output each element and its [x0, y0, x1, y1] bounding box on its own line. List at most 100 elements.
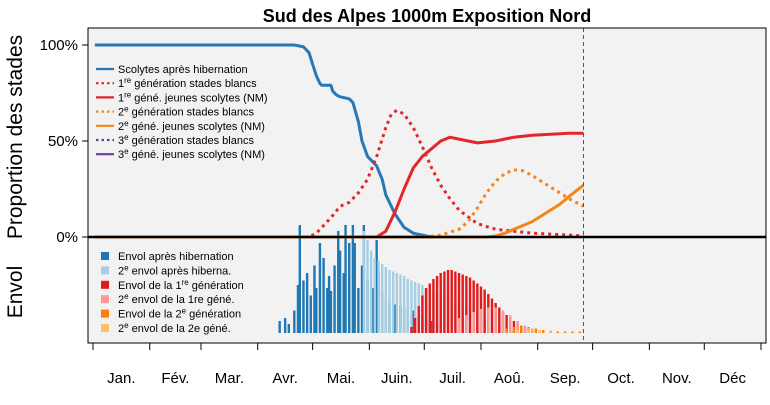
series-line: [94, 43, 432, 239]
flight-bar: [457, 273, 461, 333]
flight-bar: [421, 295, 424, 333]
legend-label: 2e génération stades blancs: [118, 104, 254, 119]
flight-bar: [472, 280, 475, 333]
legend-label: 2e envol après hiberna.: [118, 263, 231, 278]
flight-bar: [326, 288, 329, 333]
flight-bar: [377, 261, 380, 333]
x-tick-label: Jan.: [107, 370, 135, 387]
flight-bar: [461, 274, 464, 333]
x-tick-label: Oct.: [607, 370, 635, 387]
x-tick-label: Juin.: [381, 370, 413, 387]
flight-bar: [322, 258, 325, 333]
y-tick-label: 0%: [56, 229, 78, 246]
legend-swatch: [101, 309, 109, 318]
series-line: [94, 168, 585, 239]
flight-bar: [432, 279, 435, 333]
flight-bar: [278, 321, 281, 333]
legend-swatch: [101, 252, 109, 260]
flight-bar: [366, 240, 369, 333]
flight-bar: [516, 321, 519, 333]
flight-bar: [391, 271, 395, 333]
flight-bar: [549, 331, 552, 333]
flight-bar: [457, 318, 461, 333]
flight-bar: [357, 288, 360, 333]
flight-bar: [450, 270, 453, 333]
flight-bar: [406, 279, 409, 333]
flight-bar: [512, 327, 516, 333]
flight-bar: [351, 225, 355, 333]
flight-bar: [531, 328, 534, 333]
flight-bar: [556, 331, 560, 333]
flight-bar: [446, 270, 450, 333]
plot-frame: [87, 27, 767, 344]
flight-bar: [395, 273, 399, 333]
flight-bar: [505, 315, 508, 333]
flight-bar: [402, 276, 406, 333]
flight-bar: [333, 265, 336, 333]
legend-swatch: [101, 280, 109, 289]
y-ticks: 100% 50% 0%: [40, 37, 88, 246]
flight-bar: [465, 276, 468, 333]
flight-bar: [302, 280, 305, 333]
x-tick-label: Sep.: [550, 370, 581, 387]
legend-label: Scolytes après hibernation: [118, 64, 248, 76]
flight-bar: [454, 271, 457, 333]
flight-bar: [509, 315, 512, 333]
flight-bar: [348, 243, 351, 333]
legend-label: Envol de la 2e génération: [118, 306, 241, 321]
flight-bar: [520, 325, 523, 333]
flight-bar: [410, 327, 413, 333]
flight-bar: [412, 310, 415, 333]
x-tick-label: Déc: [719, 370, 746, 387]
flight-bar: [494, 307, 497, 333]
y-axis-label-bottom: Envol: [4, 266, 27, 319]
flight-bar: [534, 328, 538, 333]
flight-bar: [399, 274, 402, 333]
flight-bar: [337, 231, 340, 333]
flight-bar: [309, 295, 312, 333]
flight-bar: [490, 298, 494, 333]
legend-swatch: [101, 266, 109, 275]
flight-bar: [360, 265, 364, 333]
x-tick-label: Aoû.: [494, 370, 525, 387]
x-tick-label: Mar.: [215, 370, 244, 387]
flight-bar: [375, 240, 378, 333]
legend-label: 2e envol de la 1re géné.: [118, 292, 234, 307]
flight-bar: [578, 331, 582, 333]
flight-bar: [313, 265, 316, 333]
flight-bar: [563, 331, 567, 333]
flight-bar: [468, 277, 472, 333]
legend-label: Envol de la 1re génération: [118, 277, 244, 292]
flight-bar: [479, 309, 483, 333]
flight-bar: [571, 331, 574, 333]
flight-bar: [371, 288, 375, 333]
flight-bar: [472, 312, 475, 333]
flight-bar: [380, 264, 384, 333]
flight-bar: [305, 273, 309, 333]
flight-bar: [410, 280, 413, 333]
legend-label: 2e géné. jeunes scolytes (NM): [118, 118, 265, 133]
flight-bar: [384, 267, 388, 333]
flight-bar: [293, 310, 296, 333]
flight-bar: [483, 289, 486, 333]
legend-label: 3e géné. jeunes scolytes (NM): [118, 147, 265, 162]
flight-bar: [501, 310, 505, 333]
y-axis-label-top: Proportion des stades: [4, 35, 27, 239]
flight-bar: [315, 288, 318, 333]
flight-bar: [298, 225, 302, 333]
x-tick-label: Fév.: [161, 370, 189, 387]
flight-bar: [413, 282, 417, 333]
flight-bar: [498, 307, 501, 333]
flight-bar: [296, 285, 300, 333]
flight-bar: [505, 328, 508, 333]
x-tick-label: Nov.: [662, 370, 692, 387]
flight-bar: [476, 283, 479, 333]
legend-swatch: [101, 324, 109, 332]
flight-bar: [344, 225, 347, 333]
series-line: [94, 131, 584, 239]
y-tick-label: 100%: [40, 37, 78, 54]
flight-bar: [388, 270, 391, 333]
series-line: [94, 108, 584, 239]
